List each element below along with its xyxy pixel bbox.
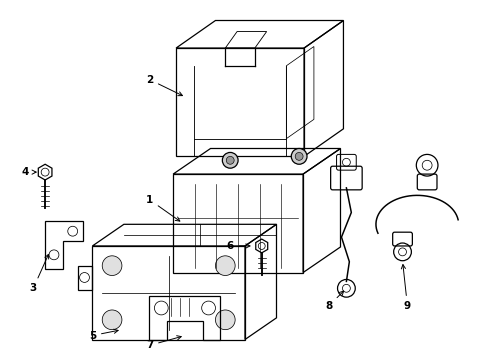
Text: 7: 7 bbox=[145, 336, 181, 350]
Text: 4: 4 bbox=[21, 167, 36, 177]
Text: 5: 5 bbox=[89, 329, 118, 341]
Circle shape bbox=[102, 256, 122, 275]
Circle shape bbox=[222, 152, 238, 168]
Circle shape bbox=[102, 310, 122, 330]
Text: 3: 3 bbox=[30, 255, 49, 293]
Text: 9: 9 bbox=[401, 265, 410, 311]
Circle shape bbox=[215, 256, 235, 275]
Circle shape bbox=[295, 152, 303, 160]
Text: 8: 8 bbox=[325, 291, 343, 311]
Text: 2: 2 bbox=[145, 75, 182, 96]
Circle shape bbox=[291, 148, 306, 164]
Text: 6: 6 bbox=[226, 241, 249, 251]
Circle shape bbox=[226, 156, 234, 164]
Circle shape bbox=[215, 310, 235, 330]
Text: 1: 1 bbox=[145, 195, 180, 221]
